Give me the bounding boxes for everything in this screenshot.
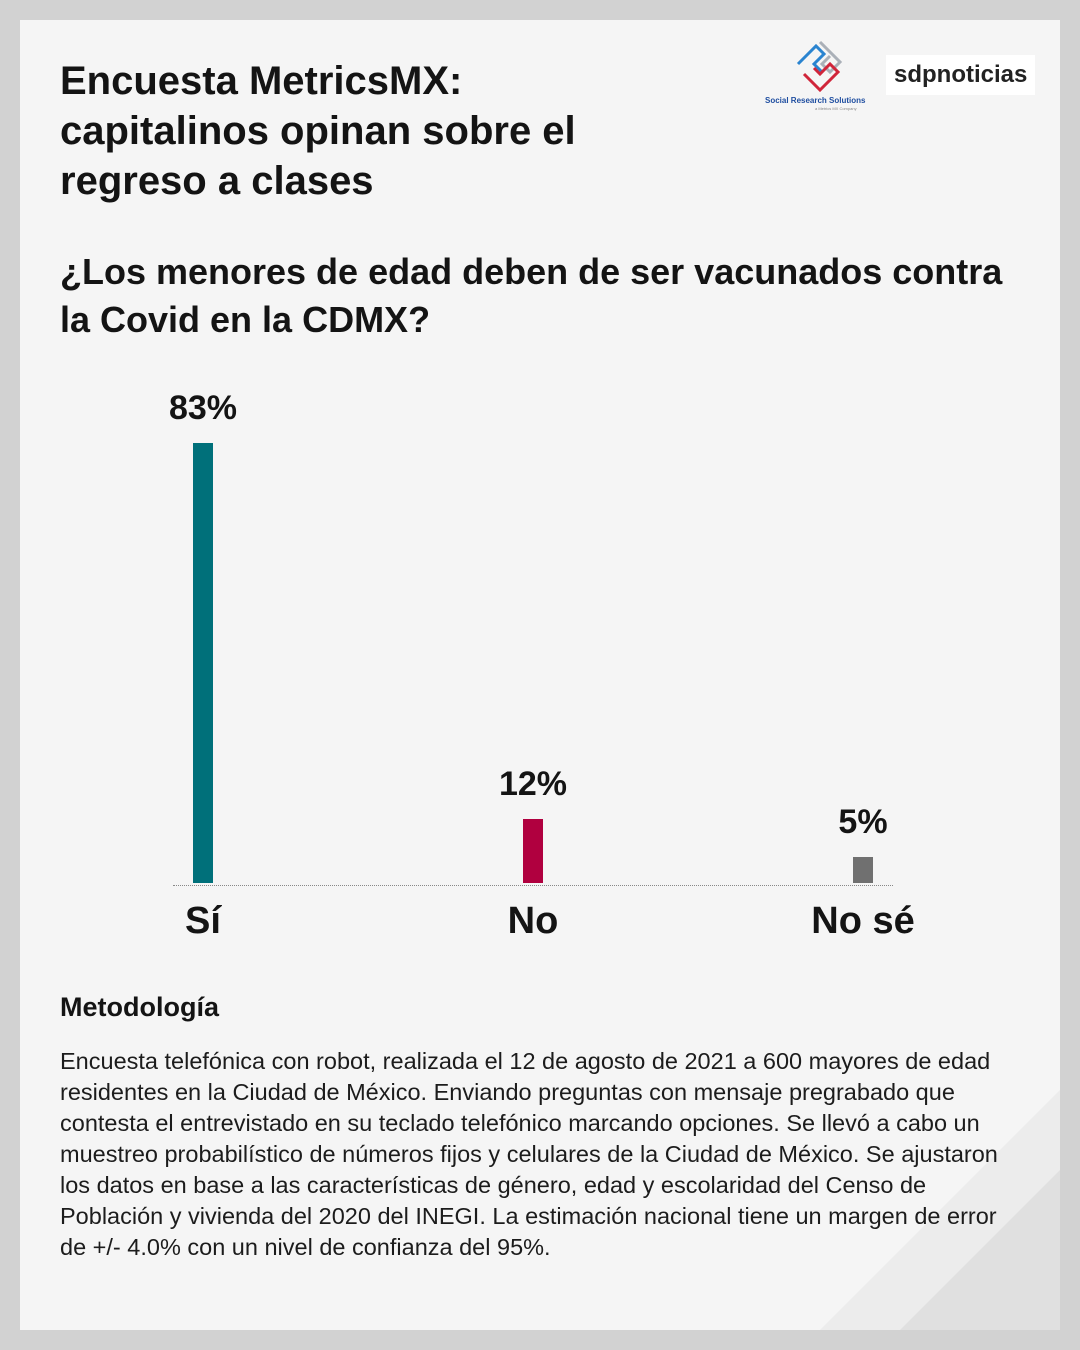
data-label: 12% (498, 765, 568, 804)
methodology-text: Encuesta telefónica con robot, realizada… (60, 1048, 998, 1260)
bar-2 (853, 856, 873, 883)
srs-logo-text: Social Research Solutions (765, 96, 866, 105)
data-label: 5% (838, 802, 888, 841)
srs-logo: Social Research Solutions a Metrics MX C… (765, 38, 880, 113)
srs-logo-icon (796, 40, 843, 93)
bar-chart: 83% Sí 12% No 5% No sé (20, 20, 1060, 980)
data-label: 83% (168, 389, 238, 428)
category-label: Sí (185, 900, 221, 942)
category-label: No sé (811, 900, 915, 942)
category-label: No (507, 900, 559, 942)
chart-baseline (173, 885, 893, 886)
sdpnoticias-logo: sdpnoticias (886, 55, 1036, 95)
infographic-card: Encuesta MetricsMX: capitalinos opinan s… (20, 20, 1060, 1330)
methodology-heading: Metodología (60, 992, 219, 1022)
bar-0 (193, 443, 213, 883)
page-title: Encuesta MetricsMX: capitalinos opinan s… (60, 59, 576, 203)
srs-logo-subtext: a Metrics MX Company (815, 106, 857, 111)
bar-1 (523, 819, 543, 883)
chart-title: ¿Los menores de edad deben de ser vacuna… (60, 251, 1003, 340)
